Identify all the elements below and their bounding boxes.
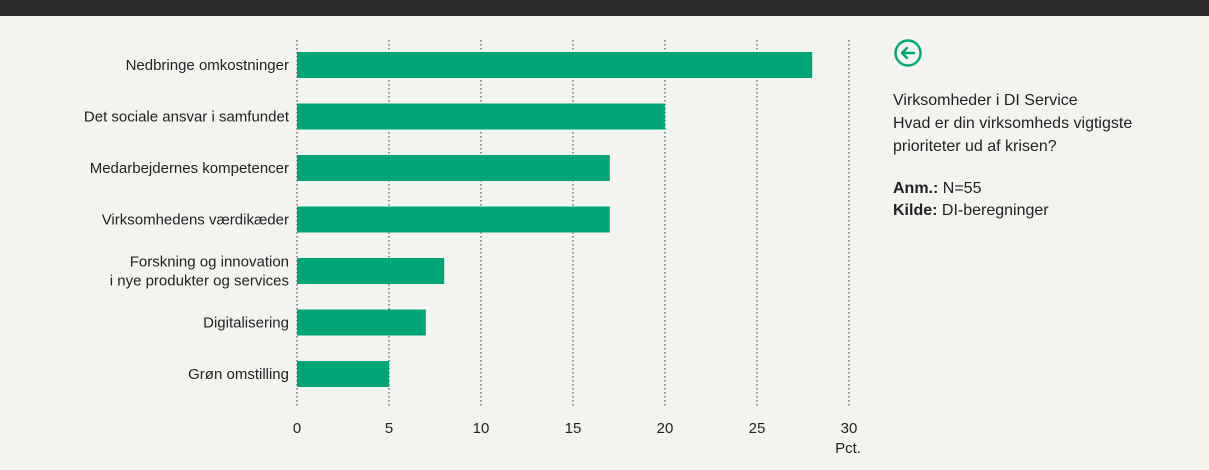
- panel-title: Virksomheder i DI Service: [893, 92, 1078, 109]
- category-label: Medarbejdernes kompetencer: [90, 160, 289, 177]
- bar: [297, 206, 610, 233]
- x-tick-label: 25: [749, 420, 766, 437]
- source-line: Kilde: DI-beregninger: [893, 200, 1193, 222]
- category-label: Virksomhedens værdikæder: [102, 212, 289, 229]
- category-label: Det sociale ansvar i samfundet: [84, 109, 290, 126]
- grid-lines: [296, 40, 850, 406]
- bar-chart: Nedbringe omkostninger Det sociale ansvar…: [84, 40, 861, 457]
- source-label: Kilde:: [893, 202, 938, 219]
- note-line: Anm.: N=55: [893, 178, 1193, 200]
- note-value: N=55: [942, 180, 982, 197]
- bar: [297, 155, 610, 181]
- bar: [297, 52, 813, 78]
- source-value: DI-beregninger: [941, 202, 1049, 219]
- top-bar: [0, 0, 1209, 16]
- bar: [297, 309, 426, 336]
- category-label: Nedbringe omkostninger: [126, 57, 289, 74]
- bar: [297, 103, 665, 130]
- x-tick-label: 10: [473, 420, 490, 437]
- info-panel: Virksomheder i DI Service Hvad er din vi…: [893, 38, 1193, 222]
- note-label: Anm.:: [893, 180, 939, 197]
- category-label: Grøn omstilling: [188, 366, 289, 383]
- category-labels: Nedbringe omkostninger Det sociale ansvar…: [84, 57, 290, 383]
- x-axis-ticks: 0 5 10 15 20 25 30: [293, 420, 858, 437]
- bars: [297, 52, 813, 387]
- category-label: Forskning og innovation i nye produkter o…: [110, 254, 289, 290]
- panel-question: Hvad er din virksomheds vigtigste priori…: [893, 115, 1133, 155]
- category-label: Digitalisering: [203, 315, 289, 332]
- x-tick-label: 15: [565, 420, 582, 437]
- bar: [297, 258, 445, 284]
- x-tick-label: 5: [385, 420, 393, 437]
- x-tick-label: 0: [293, 420, 301, 437]
- back-arrow-circle-icon[interactable]: [893, 38, 923, 68]
- x-axis-label: Pct.: [835, 440, 861, 457]
- x-tick-label: 30: [841, 420, 858, 437]
- bar: [297, 361, 389, 387]
- x-tick-label: 20: [657, 420, 674, 437]
